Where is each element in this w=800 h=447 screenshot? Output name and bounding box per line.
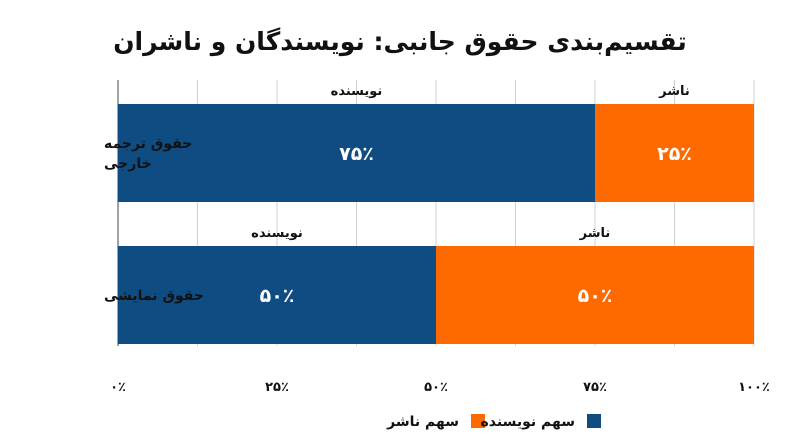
segment-label: ناشر <box>579 226 611 241</box>
bar-value-label: ۵۰٪ <box>578 285 613 307</box>
legend-label: سهم ناشر <box>386 414 459 430</box>
bar-segment <box>118 246 436 344</box>
legend-swatch <box>471 414 485 428</box>
segment-label: نویسنده <box>331 84 383 99</box>
x-tick-label: ۵۰٪ <box>424 380 448 395</box>
segment-label: نویسنده <box>251 226 303 241</box>
category-label: حقوق نمایشی <box>104 288 204 304</box>
x-tick-label: ۷۵٪ <box>583 380 607 395</box>
x-tick-label: ۲۵٪ <box>265 380 289 395</box>
bar-segment <box>118 104 595 202</box>
bar-value-label: ۷۵٪ <box>339 143 374 165</box>
category-label: حقوق ترجمه خارجی <box>104 136 192 172</box>
x-axis-ticks: ۰٪ ۲۵٪ ۵۰٪ ۷۵٪ ۱۰۰٪ <box>110 380 770 395</box>
bar-value-label: ۵۰٪ <box>260 285 295 307</box>
segment-label: ناشر <box>658 84 690 99</box>
x-tick-label: ۱۰۰٪ <box>738 380 770 395</box>
x-tick-label: ۰٪ <box>110 380 126 395</box>
bar-segment <box>436 246 754 344</box>
bar-value-label: ۲۵٪ <box>657 143 692 165</box>
legend-label: سهم نویسنده <box>481 414 575 430</box>
legend-swatch <box>587 414 601 428</box>
bars: ۷۵٪ نویسنده ۲۵٪ ناشر حقوق ترجمه خارجی ۵۰٪ نویسن… <box>104 84 754 344</box>
chart-title: تقسیم‌بندی حقوق جانبی: نویسندگان و ناشرا… <box>113 27 687 57</box>
bar-segment <box>595 104 754 202</box>
legend: سهم ناشر سهم نویسنده <box>386 414 601 430</box>
